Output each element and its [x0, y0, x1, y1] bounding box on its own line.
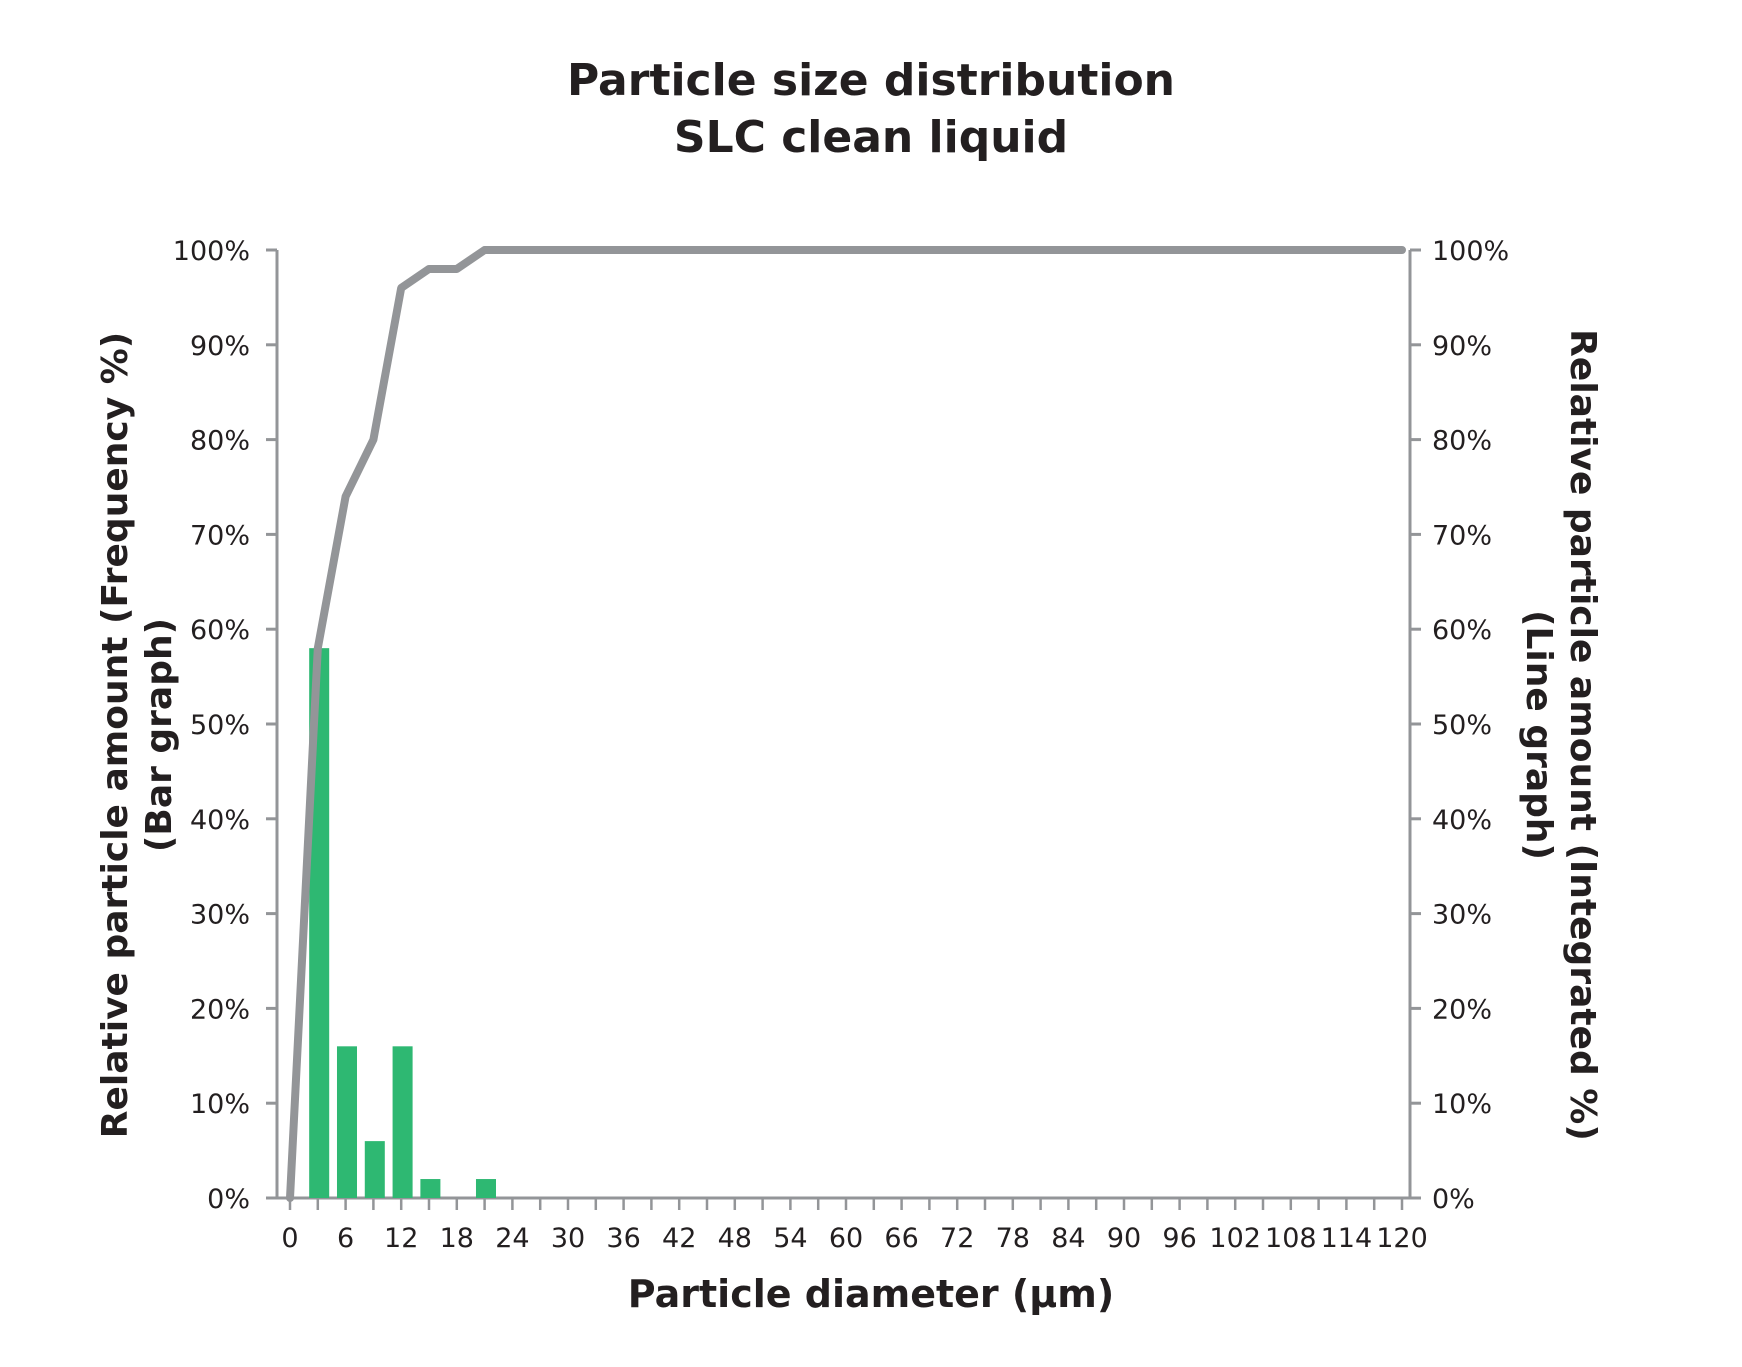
y-left-tick-label: 40% — [190, 805, 250, 836]
y-left-tick-label: 60% — [190, 615, 250, 646]
bar — [475, 1179, 496, 1198]
y-axis-right-title: Relative particle amount (Integrated %) … — [1516, 329, 1604, 1141]
x-tick-label: 0 — [281, 1223, 298, 1254]
y-left-tick-label: 100% — [173, 236, 250, 267]
y-right-tick-label: 60% — [1432, 615, 1492, 646]
y-left-tick-label: 30% — [190, 900, 250, 931]
cumulative-line — [286, 246, 1406, 1202]
x-tick-label: 42 — [662, 1223, 696, 1254]
y-axis-right-title-line-1: Relative particle amount (Integrated %) — [1562, 329, 1603, 1141]
bar — [392, 1046, 413, 1198]
y-left-tick-label: 50% — [190, 710, 250, 741]
x-tick-label: 78 — [996, 1223, 1030, 1254]
x-tick-label: 30 — [551, 1223, 585, 1254]
y-right-tick-label: 20% — [1432, 994, 1492, 1025]
y-right-tick-label: 100% — [1432, 236, 1509, 267]
y-right-tick-label: 40% — [1432, 805, 1492, 836]
y-axis-left-title-line-1: Relative particle amount (Frequency %) — [95, 331, 136, 1139]
y-right-tick-label: 90% — [1432, 331, 1492, 362]
y-left-tick-label: 80% — [190, 426, 250, 457]
y-left-tick-label: 10% — [190, 1089, 250, 1120]
x-tick-label: 96 — [1162, 1223, 1196, 1254]
chart-title-line-1: Particle size distribution — [566, 55, 1175, 106]
x-axis-title: Particle diameter (µm) — [627, 1272, 1115, 1316]
y-right-tick-label: 80% — [1432, 426, 1492, 457]
x-tick-label: 114 — [1321, 1223, 1373, 1254]
y-axis-left-title-line-2: (Bar graph) — [139, 617, 180, 853]
chart-title-line-2: SLC clean liquid — [673, 112, 1069, 163]
x-tick-label: 102 — [1209, 1223, 1261, 1254]
x-tick-label: 72 — [940, 1223, 974, 1254]
x-tick-label: 60 — [829, 1223, 863, 1254]
bar — [336, 1046, 357, 1198]
x-tick-label: 24 — [495, 1223, 529, 1254]
y-left-tick-label: 70% — [190, 520, 250, 551]
x-tick-label: 84 — [1051, 1223, 1085, 1254]
bar — [364, 1141, 385, 1198]
y-left-tick-label: 0% — [207, 1184, 250, 1215]
x-tick-label: 48 — [718, 1223, 752, 1254]
y-axis-right-title-line-2: (Line graph) — [1518, 610, 1559, 860]
bar — [420, 1179, 441, 1198]
x-tick-label: 36 — [606, 1223, 640, 1254]
y-left-tick-label: 20% — [190, 994, 250, 1025]
x-tick-label: 120 — [1376, 1223, 1428, 1254]
y-axis-left-title: Relative particle amount (Frequency %) (… — [94, 332, 182, 1138]
x-tick-label: 6 — [337, 1223, 354, 1254]
y-left-tick-label: 90% — [190, 331, 250, 362]
x-tick-label: 108 — [1265, 1223, 1317, 1254]
y-right-tick-label: 30% — [1432, 900, 1492, 931]
x-tick-label: 18 — [440, 1223, 474, 1254]
x-tick-label: 54 — [773, 1223, 807, 1254]
y-right-tick-label: 50% — [1432, 710, 1492, 741]
y-right-tick-label: 0% — [1432, 1184, 1475, 1215]
y-right-tick-label: 70% — [1432, 520, 1492, 551]
x-tick-label: 12 — [384, 1223, 418, 1254]
y-right-tick-label: 10% — [1432, 1089, 1492, 1120]
chart-title: Particle size distribution SLC clean liq… — [0, 52, 1742, 166]
x-tick-label: 90 — [1107, 1223, 1141, 1254]
x-tick-label: 66 — [884, 1223, 918, 1254]
